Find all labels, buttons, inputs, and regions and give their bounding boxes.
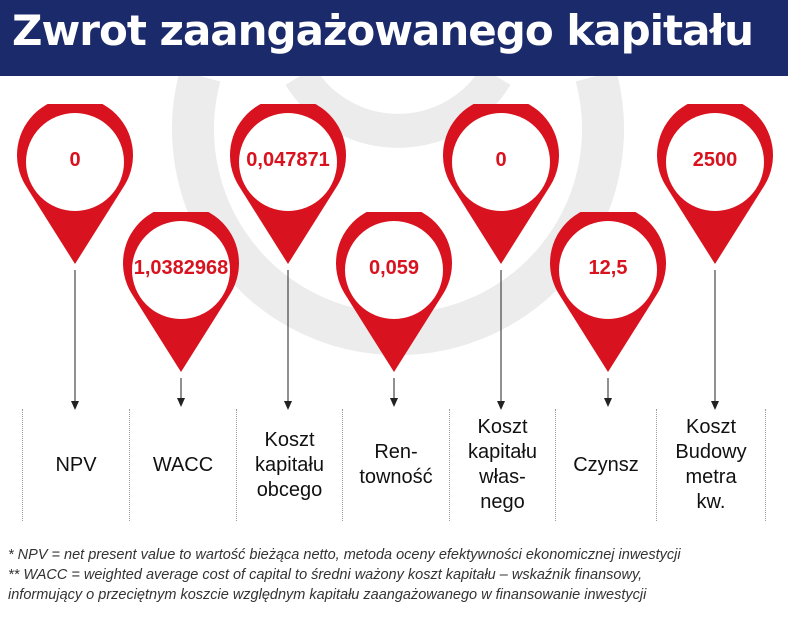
metric-label-koszt-kapitalu-obcego: Koszt kapitału obcego bbox=[255, 428, 324, 501]
metric-label-wacc: WACC bbox=[152, 453, 214, 476]
map-pin-icon bbox=[123, 205, 239, 372]
map-pin-icon bbox=[336, 205, 452, 372]
metric-pin-koszt-kapitalu-obcego: 0,047871 bbox=[230, 97, 346, 266]
footnote-npv: * NPV = net present value to wartość bie… bbox=[8, 547, 681, 563]
header-bar: Zwrot zaangażowanego kapitału bbox=[0, 0, 788, 76]
map-pin-icon bbox=[230, 97, 346, 264]
column-divider bbox=[656, 409, 658, 521]
pointer-arrow bbox=[390, 378, 398, 407]
pointer-arrow bbox=[604, 378, 612, 407]
footnote-wacc-continued: informujący o przeciętnym koszcie względ… bbox=[8, 587, 647, 603]
footnotes: * NPV = net present value to wartość bie… bbox=[8, 545, 783, 605]
column-divider bbox=[449, 409, 451, 521]
metric-value: 12,5 bbox=[588, 257, 628, 279]
metric-value: 0 bbox=[69, 149, 81, 171]
map-pin-icon bbox=[443, 97, 559, 264]
pointer-arrow bbox=[71, 270, 79, 410]
column-divider bbox=[342, 409, 344, 521]
column-divider bbox=[129, 409, 131, 521]
column-divider bbox=[555, 409, 557, 521]
column-divider bbox=[22, 409, 24, 521]
metric-value: 2500 bbox=[692, 149, 738, 171]
pointer-arrow bbox=[177, 378, 185, 407]
column-divider bbox=[765, 409, 767, 521]
metric-label-koszt-budowy: Koszt Budowy metra kw. bbox=[675, 416, 747, 513]
map-pin-icon bbox=[17, 97, 133, 264]
metric-value: 0 bbox=[495, 149, 507, 171]
footnote-wacc: ** WACC = weighted average cost of capit… bbox=[8, 567, 643, 583]
pointer-arrow bbox=[497, 270, 505, 410]
metric-label-czynsz: Czynsz bbox=[573, 453, 639, 476]
map-pin-icon bbox=[550, 205, 666, 372]
metric-label-koszt-kapitalu-wlasnego: Koszt kapitału włas- nego bbox=[468, 416, 537, 513]
column-divider bbox=[236, 409, 238, 521]
metric-label-npv: NPV bbox=[55, 453, 97, 476]
pointer-arrow bbox=[284, 270, 292, 410]
metric-value: 0,059 bbox=[368, 257, 420, 279]
metric-pin-npv: 0 bbox=[17, 97, 133, 266]
metric-pin-koszt-budowy: 2500 bbox=[657, 97, 773, 266]
map-pin-icon bbox=[657, 97, 773, 264]
page-title: Zwrot zaangażowanego kapitału bbox=[12, 6, 754, 55]
metric-value: 1,0382968 bbox=[133, 257, 229, 279]
metric-pin-rentownosc: 0,059 bbox=[336, 205, 452, 374]
metric-pin-koszt-kapitalu-wlasnego: 0 bbox=[443, 97, 559, 266]
metric-value: 0,047871 bbox=[246, 149, 330, 171]
metric-pin-wacc: 1,0382968 bbox=[123, 205, 239, 374]
metric-pin-czynsz: 12,5 bbox=[550, 205, 666, 374]
pointer-arrow bbox=[711, 270, 719, 410]
metric-label-rentownosc: Ren- towność bbox=[359, 441, 433, 488]
